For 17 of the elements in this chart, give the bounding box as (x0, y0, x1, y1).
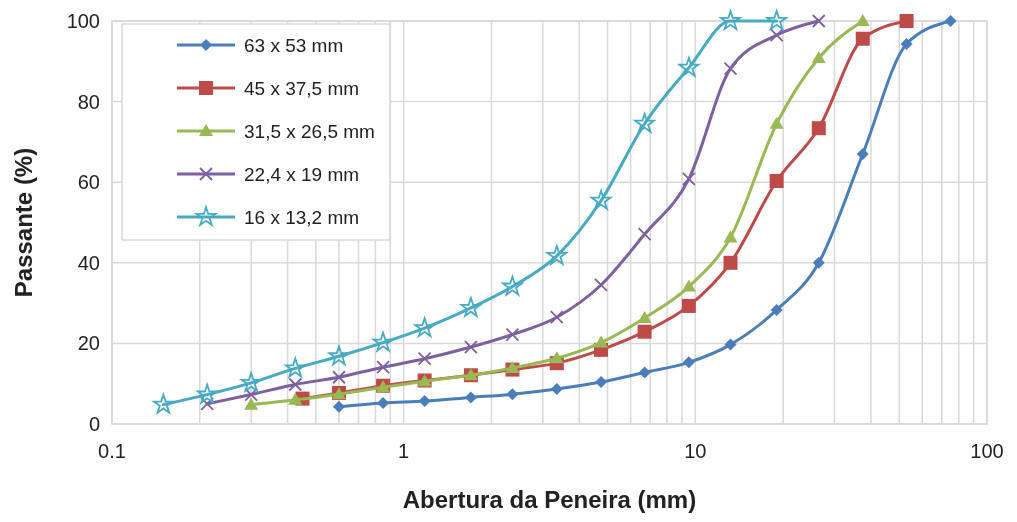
x-tick-label: 100 (970, 440, 1004, 462)
legend-label: 45 x 37,5 mm (244, 78, 360, 99)
legend-label: 63 x 53 mm (244, 35, 344, 56)
x-axis-title: Abertura da Peneira (mm) (402, 486, 697, 513)
y-tick-label: 0 (88, 413, 100, 435)
y-tick-label: 20 (77, 332, 100, 355)
legend-label: 16 x 13,2 mm (244, 207, 360, 228)
y-tick-label: 100 (66, 10, 100, 32)
y-tick-label: 40 (77, 251, 100, 274)
x-tick-label: 10 (684, 440, 707, 462)
y-axis-title: Passante (%) (10, 147, 37, 298)
legend-label: 22,4 x 19 mm (244, 164, 360, 185)
x-tick-label: 1 (398, 440, 410, 462)
x-tick-label: 0.1 (98, 440, 126, 462)
legend-label: 31,5 x 26,5 mm (244, 121, 375, 142)
y-tick-label: 80 (77, 90, 100, 113)
y-tick-label: 60 (77, 171, 100, 194)
